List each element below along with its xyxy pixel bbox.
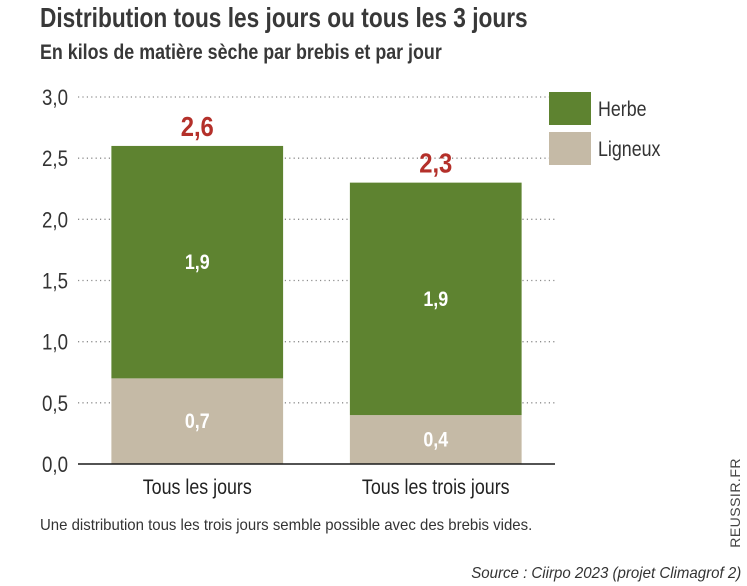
x-axis-ticks: Tous les jours Tous les trois jours <box>143 476 510 500</box>
y-tick-label: 1,0 <box>42 331 68 355</box>
x-tick-label: Tous les trois jours <box>362 476 510 500</box>
legend-label-ligneux: Ligneux <box>598 138 661 162</box>
bars <box>111 145 522 464</box>
data-label-herbe: 1,9 <box>185 251 210 275</box>
y-axis-ticks: 0,0 0,5 1,0 1,5 2,0 2,5 3,0 <box>42 87 68 478</box>
y-tick-label: 2,5 <box>42 148 68 172</box>
data-label-herbe: 1,9 <box>423 288 448 312</box>
bar-segment-herbe <box>111 145 284 379</box>
x-tick-label: Tous les jours <box>143 476 252 500</box>
y-tick-label: 3,0 <box>42 87 68 111</box>
legend-swatch-ligneux <box>549 132 591 165</box>
chart-subtitle: En kilos de matière sèche par brebis et … <box>40 41 442 64</box>
segment-labels: 0,7 1,9 0,4 1,9 <box>185 251 448 452</box>
chart-caption: Une distribution tous les trois jours se… <box>40 517 533 534</box>
bar-segment-ligneux <box>349 415 522 464</box>
total-label: 2,3 <box>419 147 452 179</box>
y-tick-label: 2,0 <box>42 209 68 233</box>
y-tick-label: 1,5 <box>42 270 68 294</box>
source-note: Source : Ciirpo 2023 (projet Climagrof 2… <box>470 565 741 582</box>
total-label: 2,6 <box>181 110 214 142</box>
data-label-ligneux: 0,4 <box>423 428 448 452</box>
y-tick-label: 0,0 <box>42 454 68 478</box>
legend-label-herbe: Herbe <box>598 98 647 122</box>
chart-title: Distribution tous les jours ou tous les … <box>40 2 528 33</box>
watermark: REUSSIR.FR <box>727 458 743 548</box>
total-labels: 2,6 2,3 <box>181 110 453 179</box>
legend-swatch-herbe <box>549 92 591 125</box>
data-label-ligneux: 0,7 <box>185 410 210 434</box>
y-tick-label: 0,5 <box>42 393 68 417</box>
legend: Herbe Ligneux <box>549 92 661 165</box>
bar-segment-herbe <box>349 182 522 416</box>
bar-segment-ligneux <box>111 378 284 464</box>
